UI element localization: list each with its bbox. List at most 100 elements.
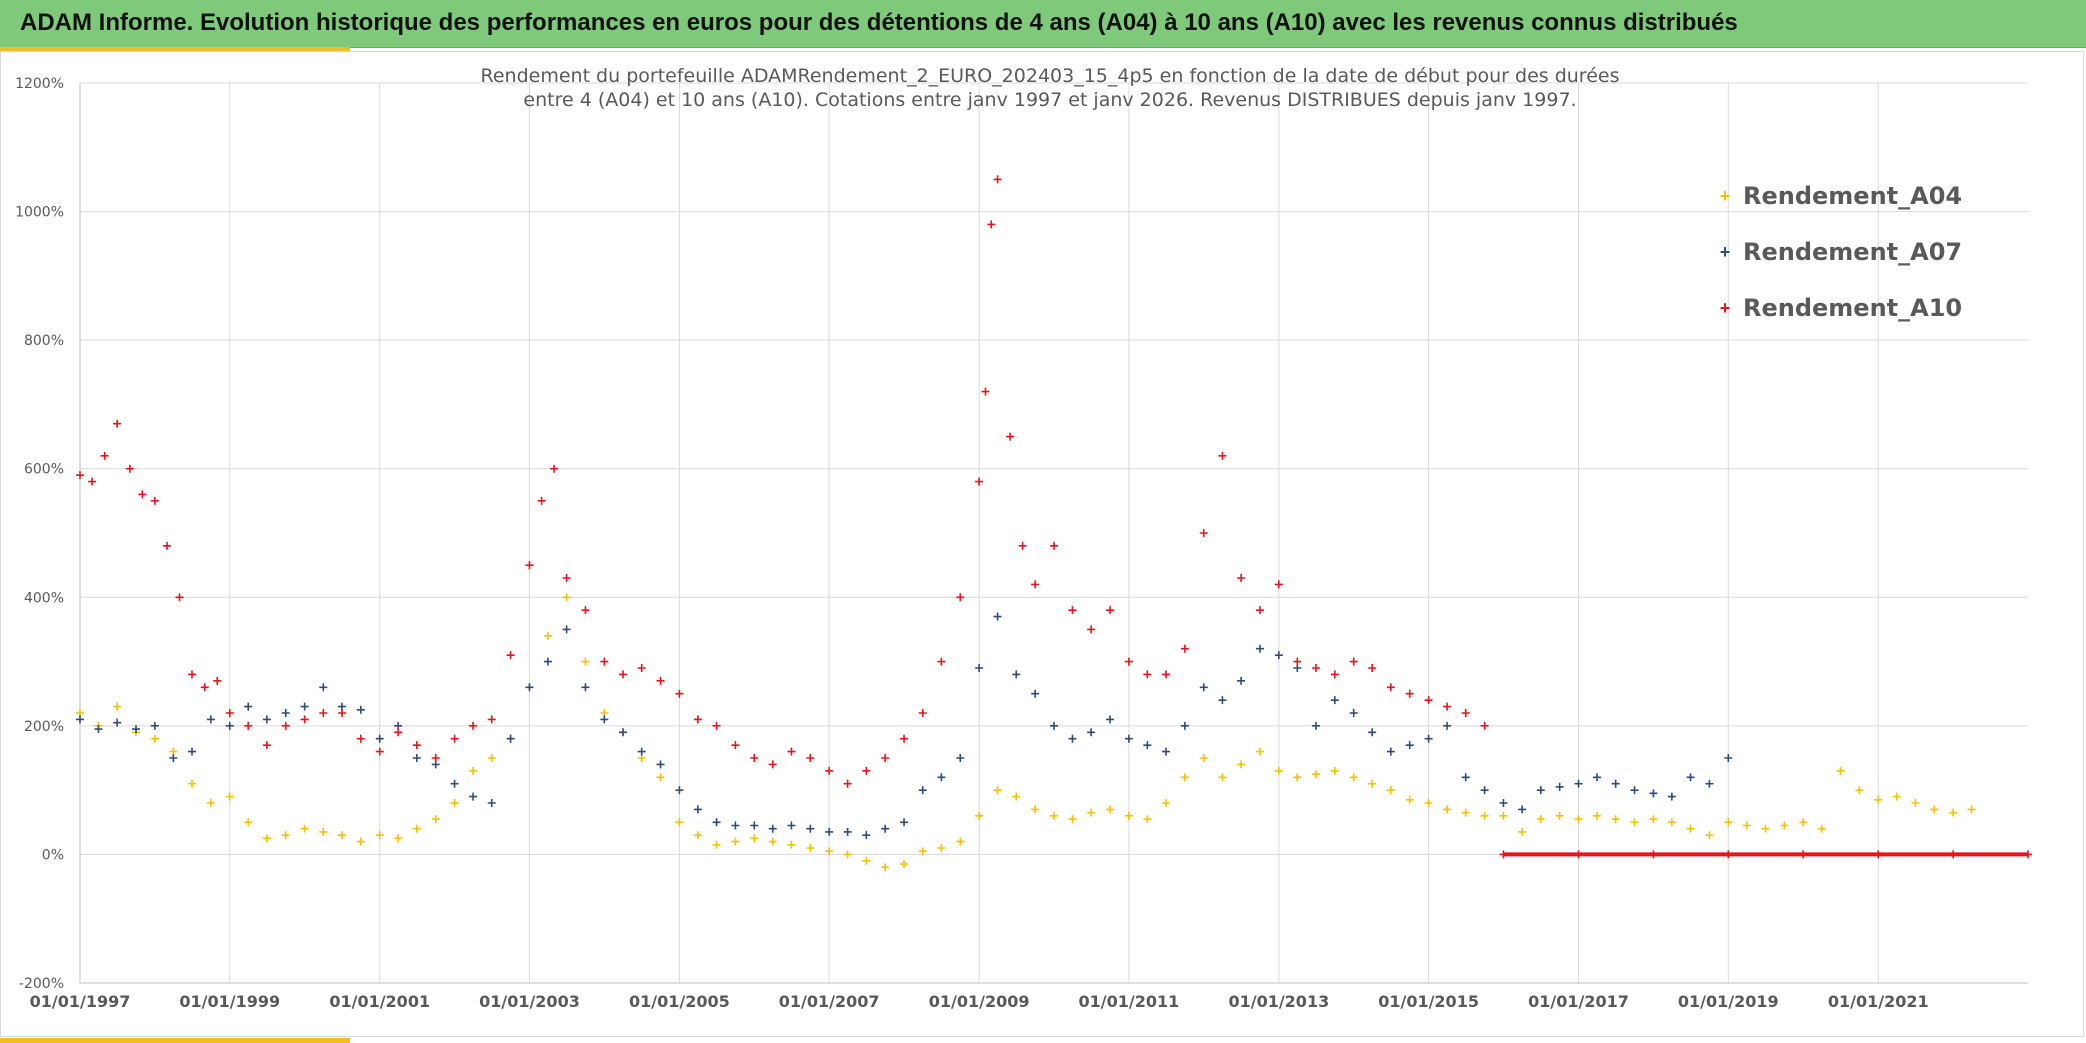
data-point	[1480, 786, 1489, 795]
series	[76, 175, 2032, 872]
data-point	[1255, 644, 1264, 653]
data-point	[937, 657, 946, 666]
data-point	[825, 847, 834, 856]
data-point	[1330, 696, 1339, 705]
data-point	[975, 664, 984, 672]
data-point	[843, 850, 852, 859]
legend-label-a10: Rendement_A10	[1743, 294, 1962, 322]
data-point	[750, 821, 759, 830]
data-point	[1087, 728, 1096, 737]
data-point	[712, 818, 721, 827]
data-point	[1518, 827, 1527, 836]
data-point	[262, 834, 271, 843]
data-point	[337, 709, 346, 717]
data-point	[113, 419, 122, 428]
data-point	[1499, 811, 1508, 820]
y-tick-label: 200%	[24, 719, 64, 735]
data-point	[469, 792, 478, 801]
data-point	[1593, 773, 1601, 782]
data-point	[244, 818, 253, 827]
data-point	[200, 683, 209, 692]
data-point	[150, 721, 159, 730]
data-point	[113, 718, 122, 727]
x-tick-label: 01/01/2013	[1228, 992, 1329, 1011]
data-point	[656, 676, 665, 685]
data-point	[356, 705, 365, 714]
data-point	[993, 786, 1002, 795]
y-tick-label: 0%	[42, 847, 64, 863]
data-point	[1255, 747, 1264, 756]
data-point	[1536, 786, 1545, 795]
series-rendement-a10	[76, 175, 1489, 788]
data-point	[1199, 754, 1208, 762]
x-tick-label: 01/01/2015	[1378, 992, 1479, 1011]
data-point	[1630, 818, 1639, 827]
data-point	[1461, 808, 1470, 817]
data-point	[319, 709, 328, 717]
data-point	[806, 844, 815, 852]
data-point	[675, 786, 684, 795]
data-point	[1480, 721, 1489, 730]
data-point	[225, 792, 234, 801]
data-point	[1386, 786, 1395, 795]
data-point	[937, 844, 946, 852]
data-point	[1405, 795, 1414, 804]
data-point	[213, 676, 222, 685]
data-point	[1630, 786, 1639, 795]
data-point	[993, 612, 1002, 621]
data-point	[637, 664, 646, 672]
legend-label-a07: Rendement_A07	[1743, 238, 1962, 266]
data-point	[693, 805, 702, 814]
data-point	[1274, 580, 1283, 589]
data-point	[712, 840, 721, 849]
banner: ADAM Informe. Evolution historique des p…	[0, 0, 2086, 48]
data-point	[675, 689, 684, 698]
data-point	[1311, 721, 1320, 730]
data-point	[300, 715, 309, 724]
data-point	[1143, 815, 1152, 824]
data-point	[656, 773, 665, 782]
data-point	[1218, 696, 1227, 705]
data-point	[543, 631, 552, 640]
data-point	[300, 824, 309, 833]
data-point	[1012, 792, 1021, 801]
data-point	[1068, 815, 1077, 824]
data-point	[806, 754, 815, 762]
x-tick-label: 01/01/2017	[1528, 992, 1629, 1011]
data-point	[1199, 529, 1208, 537]
data-point	[956, 837, 965, 846]
data-point	[600, 715, 609, 724]
data-point	[1237, 574, 1246, 582]
data-point	[1087, 808, 1096, 817]
data-point	[188, 779, 197, 788]
grid	[79, 82, 2028, 984]
data-point	[1050, 541, 1058, 550]
data-point	[993, 175, 1002, 184]
data-point	[787, 747, 796, 756]
data-point	[975, 477, 984, 486]
data-point	[675, 818, 684, 827]
data-point	[981, 387, 990, 396]
data-point	[162, 541, 171, 550]
data-point	[881, 824, 890, 833]
data-point	[1480, 811, 1489, 820]
data-point	[619, 728, 628, 737]
data-point	[1368, 728, 1377, 737]
data-point	[862, 856, 871, 865]
data-point	[1742, 821, 1751, 830]
data-point	[281, 721, 290, 730]
data-point	[113, 702, 122, 711]
data-point	[281, 709, 290, 717]
data-point	[450, 799, 459, 807]
data-point	[244, 721, 253, 730]
data-point	[768, 824, 777, 833]
data-point	[1124, 811, 1133, 820]
data-point	[900, 860, 909, 869]
y-tick-label: -200%	[19, 976, 64, 992]
chart-title-line-2: entre 4 (A04) et 10 ans (A10). Cotations…	[523, 89, 1576, 111]
data-point	[1143, 670, 1152, 679]
data-point	[1405, 689, 1414, 698]
data-point	[1311, 770, 1320, 779]
data-point	[319, 683, 328, 692]
data-point	[1106, 606, 1114, 615]
